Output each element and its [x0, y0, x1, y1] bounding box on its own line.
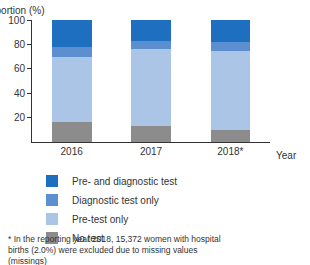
svg-text:Year: Year	[276, 150, 297, 161]
svg-text:100: 100	[8, 15, 25, 26]
svg-text:2016: 2016	[61, 146, 84, 157]
svg-text:60: 60	[14, 63, 26, 74]
svg-text:80: 80	[14, 39, 26, 50]
svg-text:40: 40	[14, 88, 26, 99]
svg-text:2018*: 2018*	[217, 146, 243, 157]
svg-text:No test: No test	[72, 233, 104, 244]
svg-text:Pre-test only: Pre-test only	[72, 214, 128, 225]
svg-text:* In the reporting year 2018,: * In the reporting year 2018, 15,372 wom…	[8, 234, 221, 265]
svg-text:Diagnostic test only: Diagnostic test only	[72, 195, 159, 206]
svg-text:2017: 2017	[140, 146, 163, 157]
svg-text:Pre- and diagnostic test: Pre- and diagnostic test	[72, 176, 177, 187]
svg-text:20: 20	[14, 112, 26, 123]
svg-text:Proportion (%): Proportion (%)	[0, 5, 44, 16]
